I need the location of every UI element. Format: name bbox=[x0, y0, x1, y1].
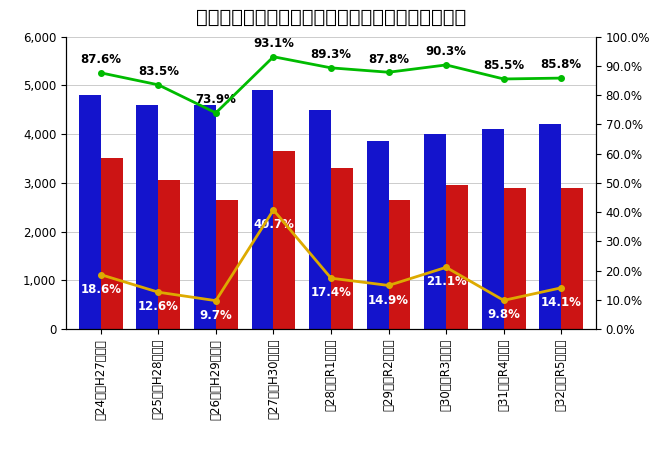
新卒合格率 bbox=[327, 65, 335, 70]
既卒合格率 bbox=[97, 272, 105, 277]
Bar bbox=[540, 124, 561, 329]
既卒合格率 bbox=[269, 207, 277, 213]
Bar bbox=[273, 151, 295, 329]
Bar bbox=[331, 168, 353, 329]
Bar bbox=[504, 188, 526, 329]
Text: 85.5%: 85.5% bbox=[483, 59, 524, 72]
新卒合格率 bbox=[385, 69, 393, 75]
Text: 17.4%: 17.4% bbox=[310, 286, 352, 299]
Text: 93.1%: 93.1% bbox=[253, 37, 294, 50]
Bar bbox=[194, 105, 216, 329]
Text: 87.6%: 87.6% bbox=[80, 53, 121, 66]
Bar bbox=[309, 110, 331, 329]
Text: 90.3%: 90.3% bbox=[426, 45, 467, 58]
新卒合格率 bbox=[154, 82, 162, 88]
既卒合格率 bbox=[327, 276, 335, 281]
既卒合格率 bbox=[500, 298, 508, 303]
新卒合格率 bbox=[97, 70, 105, 75]
既卒合格率 bbox=[385, 283, 393, 288]
Text: 12.6%: 12.6% bbox=[138, 300, 179, 313]
Text: 21.1%: 21.1% bbox=[426, 276, 467, 288]
Bar bbox=[424, 134, 446, 329]
Bar bbox=[252, 90, 273, 329]
Text: 40.7%: 40.7% bbox=[253, 218, 294, 231]
Bar bbox=[136, 105, 158, 329]
Text: 83.5%: 83.5% bbox=[138, 65, 179, 78]
新卒合格率 bbox=[557, 75, 565, 81]
新卒合格率 bbox=[212, 110, 220, 116]
Text: 14.9%: 14.9% bbox=[368, 293, 409, 307]
Text: 87.8%: 87.8% bbox=[368, 53, 409, 65]
Bar bbox=[79, 95, 101, 329]
Line: 既卒合格率: 既卒合格率 bbox=[98, 207, 564, 303]
Text: 89.3%: 89.3% bbox=[310, 48, 352, 61]
既卒合格率 bbox=[154, 289, 162, 295]
既卒合格率 bbox=[442, 265, 450, 270]
新卒合格率 bbox=[442, 62, 450, 68]
Text: 73.9%: 73.9% bbox=[195, 93, 236, 106]
Bar bbox=[389, 200, 410, 329]
Bar bbox=[482, 129, 504, 329]
Line: 新卒合格率: 新卒合格率 bbox=[98, 54, 564, 116]
Text: 9.8%: 9.8% bbox=[487, 308, 520, 321]
既卒合格率 bbox=[212, 298, 220, 303]
既卒合格率 bbox=[557, 285, 565, 291]
Bar bbox=[561, 188, 583, 329]
Text: 9.7%: 9.7% bbox=[199, 309, 232, 322]
Bar bbox=[158, 181, 180, 329]
Text: 18.6%: 18.6% bbox=[80, 283, 121, 296]
Title: はり師国家試験　受験者数と合格率（新卒と既卒）: はり師国家試験 受験者数と合格率（新卒と既卒） bbox=[196, 8, 466, 27]
新卒合格率 bbox=[500, 76, 508, 82]
Text: 14.1%: 14.1% bbox=[541, 296, 582, 309]
Text: 85.8%: 85.8% bbox=[541, 58, 582, 71]
Bar bbox=[216, 200, 238, 329]
Bar bbox=[446, 185, 468, 329]
Bar bbox=[367, 141, 389, 329]
Bar bbox=[101, 159, 122, 329]
新卒合格率 bbox=[269, 54, 277, 59]
